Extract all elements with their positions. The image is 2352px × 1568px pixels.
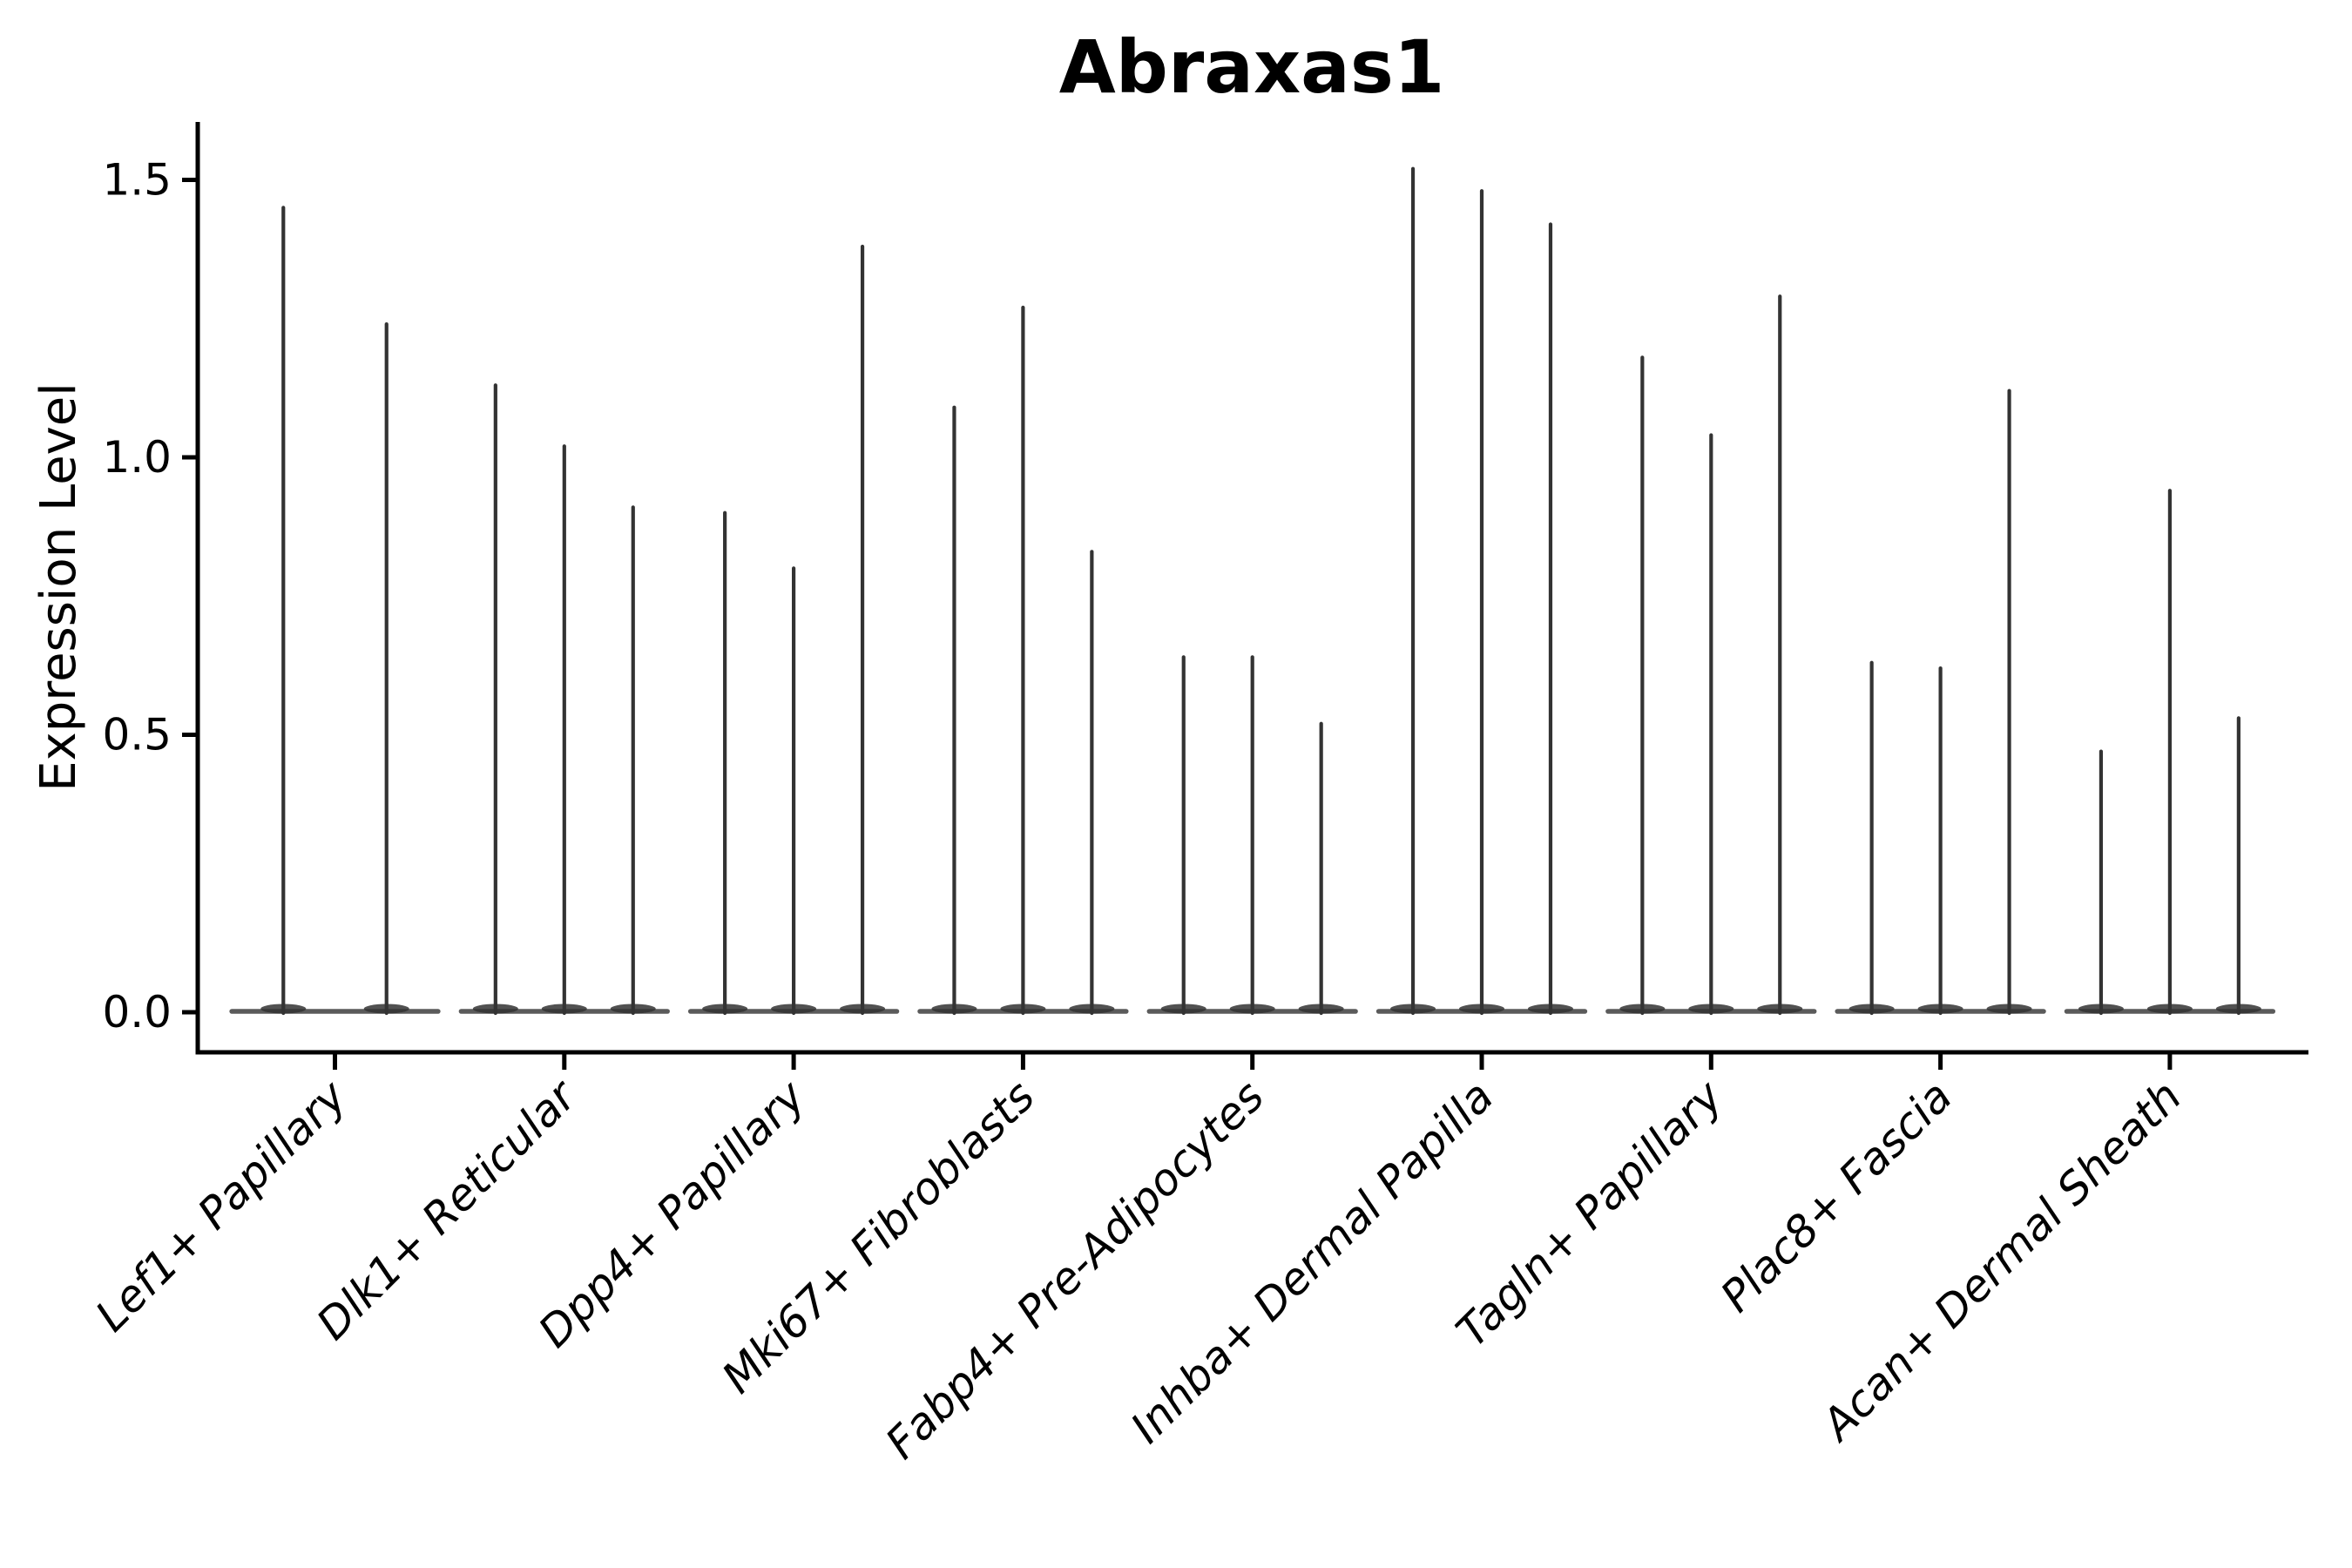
violins-layer	[229, 166, 2276, 1016]
chart-title: Abraxas1	[1059, 24, 1445, 110]
y-axis-label: Expression Level	[30, 382, 87, 792]
x-tick-label: Plac8+ Fascia	[1711, 1071, 1962, 1321]
ticks-layer	[182, 178, 2173, 1070]
y-tick-label: 1.0	[102, 432, 172, 483]
y-tick-label: 1.5	[102, 155, 172, 206]
y-tick-label: 0.0	[102, 987, 172, 1037]
y-tick-label: 0.5	[102, 710, 172, 760]
x-tick-label: Lef1+ Papillary	[86, 1070, 357, 1341]
x-tick-label: Fabp4+ Pre-Adipocytes	[876, 1071, 1274, 1469]
x-tick-label: Inhba+ Dermal Papilla	[1121, 1071, 1503, 1452]
x-tick-label: Acan+ Dermal Sheath	[1810, 1071, 2191, 1451]
axes-layer	[195, 122, 2308, 1055]
